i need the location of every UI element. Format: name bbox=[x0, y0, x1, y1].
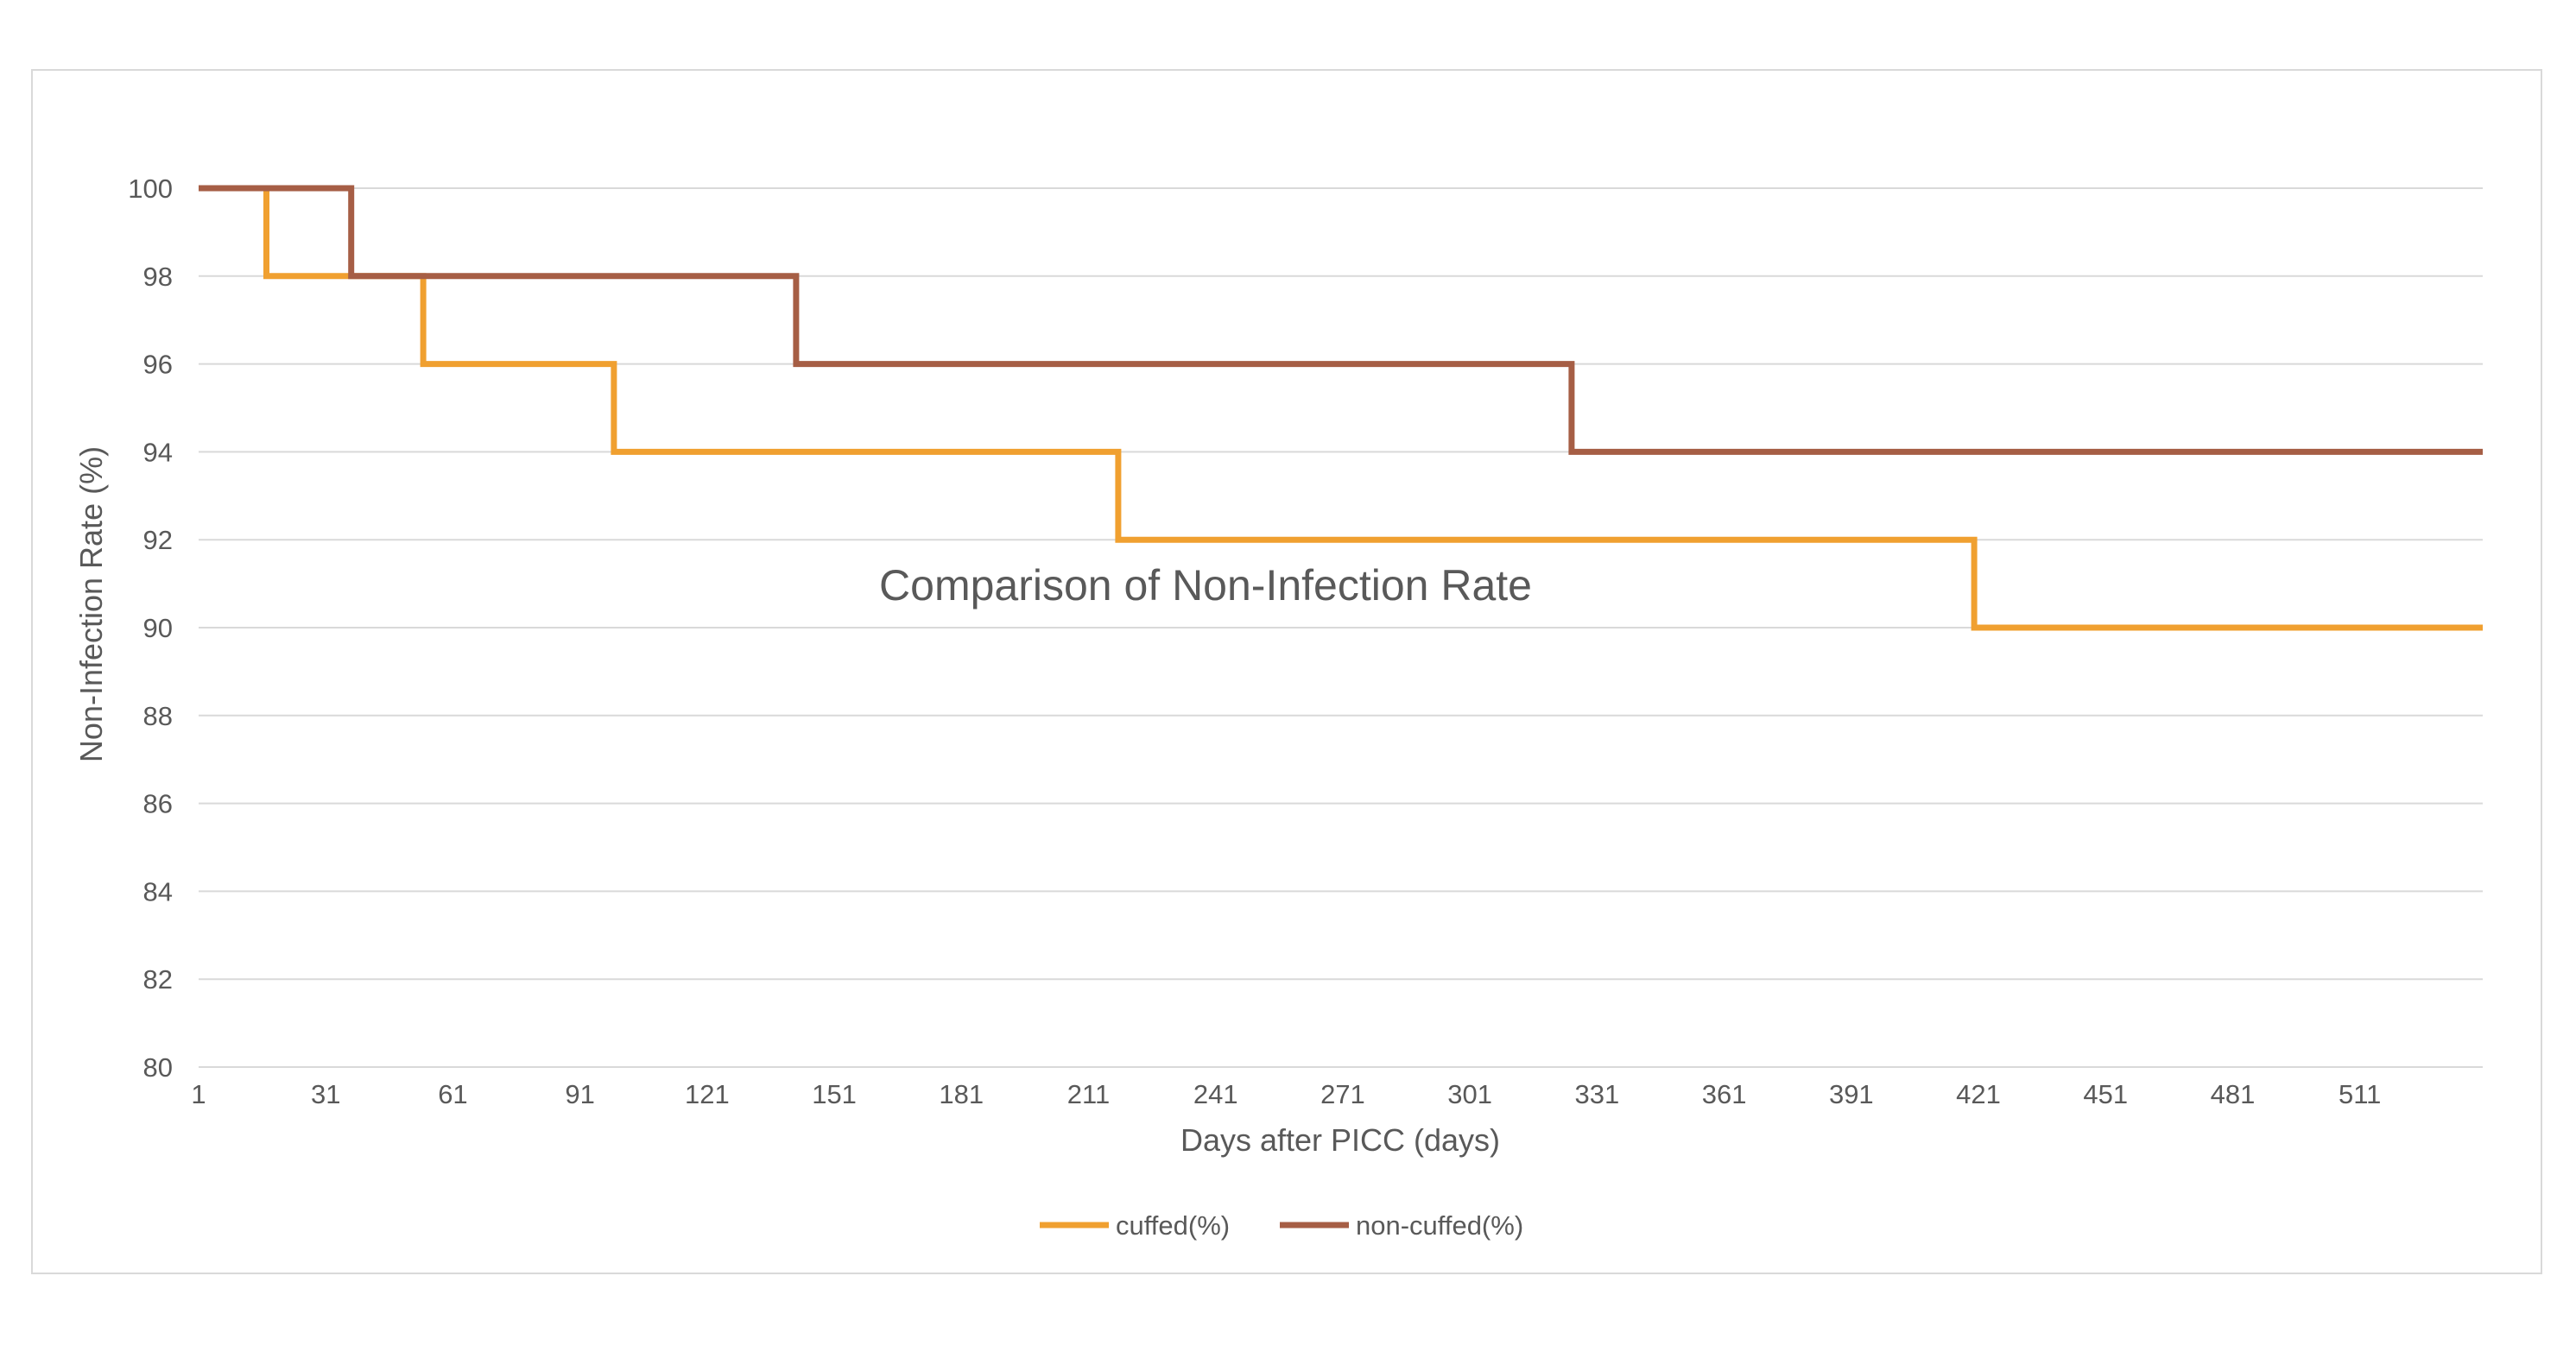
series-lines bbox=[199, 185, 2483, 631]
y-tick-label: 98 bbox=[143, 262, 173, 292]
legend: cuffed(%) non-cuffed(%) bbox=[1040, 1210, 1523, 1241]
y-tick-label: 96 bbox=[143, 350, 173, 380]
x-tick-label: 151 bbox=[812, 1079, 857, 1109]
x-tick-label: 481 bbox=[2211, 1079, 2256, 1109]
x-axis-ticks: 1 31 61 91 121 151 181 211 241 271 301 331 361 391 421… bbox=[191, 1079, 2381, 1109]
x-tick-label: 271 bbox=[1320, 1079, 1365, 1109]
x-tick-label: 361 bbox=[1702, 1079, 1747, 1109]
x-tick-label: 451 bbox=[2083, 1079, 2128, 1109]
x-tick-label: 331 bbox=[1575, 1079, 1620, 1109]
x-tick-label: 61 bbox=[438, 1079, 467, 1109]
y-tick-label: 90 bbox=[143, 613, 173, 643]
x-tick-label: 211 bbox=[1067, 1079, 1110, 1109]
y-axis-ticks: 80 82 84 86 88 90 92 94 96 98 100 bbox=[128, 174, 173, 1083]
y-tick-label: 82 bbox=[143, 964, 173, 995]
series-line-non-cuffed bbox=[199, 185, 2483, 455]
x-tick-label: 181 bbox=[939, 1079, 984, 1109]
x-tick-label: 421 bbox=[1956, 1079, 2001, 1109]
y-tick-label: 80 bbox=[143, 1052, 173, 1083]
y-axis-title: Non-Infection Rate (%) bbox=[73, 446, 109, 762]
x-tick-label: 511 bbox=[2339, 1079, 2381, 1109]
x-tick-label: 91 bbox=[565, 1079, 594, 1109]
y-tick-label: 94 bbox=[143, 437, 173, 467]
y-tick-label: 84 bbox=[143, 876, 173, 906]
x-tick-label: 391 bbox=[1829, 1079, 1874, 1109]
y-tick-label: 100 bbox=[128, 174, 173, 204]
legend-label: cuffed(%) bbox=[1116, 1210, 1230, 1241]
legend-label: non-cuffed(%) bbox=[1356, 1210, 1523, 1241]
x-tick-label: 301 bbox=[1447, 1079, 1492, 1109]
x-axis-title: Days after PICC (days) bbox=[1180, 1122, 1500, 1158]
y-tick-label: 86 bbox=[143, 789, 173, 819]
x-tick-label: 1 bbox=[191, 1079, 206, 1109]
x-tick-label: 31 bbox=[311, 1079, 340, 1109]
chart-title: Comparison of Non-Infection Rate bbox=[879, 561, 1532, 610]
x-tick-label: 241 bbox=[1193, 1079, 1238, 1109]
chart-frame bbox=[31, 69, 2542, 1274]
y-tick-label: 92 bbox=[143, 525, 173, 555]
x-tick-label: 121 bbox=[685, 1079, 730, 1109]
y-tick-label: 88 bbox=[143, 701, 173, 731]
series-line-cuffed bbox=[199, 185, 2483, 631]
